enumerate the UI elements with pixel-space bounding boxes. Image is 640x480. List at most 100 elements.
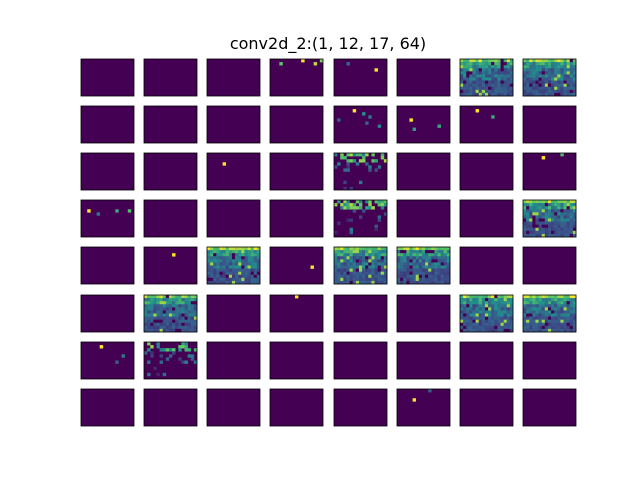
activation-cell [532,86,536,91]
activation-cell [460,319,464,324]
activation-cell [509,313,514,317]
feature-map-background [207,342,260,379]
activation-cell [346,200,350,204]
activation-cell [544,89,549,94]
activation-cell [544,212,549,216]
activation-cell [551,316,555,320]
activation-cell [491,316,495,320]
activation-cell [358,262,363,266]
activation-cell [207,256,211,260]
activation-cell [362,112,366,116]
activation-cell [190,301,195,305]
activation-cell [538,218,543,222]
activation-cell [343,250,347,254]
activation-cell [222,268,227,272]
activation-cell [115,360,119,364]
activation-cell [168,295,173,299]
activation-cell [337,280,341,285]
activation-cell [466,301,470,305]
activation-cell [500,325,504,330]
activation-cell [371,271,375,276]
activation-cell [238,256,242,260]
activation-cell [569,221,574,225]
activation-cell [478,74,483,78]
activation-cell [168,354,173,358]
activation-cell [472,310,476,314]
activation-cell [172,295,176,299]
activation-cell [337,200,341,204]
feature-map-frame [396,388,451,427]
activation-cell [253,271,258,276]
activation-cell [421,265,426,269]
feature-map-background [207,295,260,332]
activation-cell [557,221,561,225]
activation-cell [446,259,451,263]
activation-cell [557,325,561,330]
activation-cell [523,71,527,75]
activation-cell [352,253,357,257]
activation-cell [472,322,476,327]
activation-cell [340,247,344,251]
activation-cell [488,319,492,324]
activation-cell [374,268,378,272]
activation-cell [213,271,217,276]
activation-cell [383,253,388,257]
activation-cell [529,62,533,66]
activation-cell [472,89,476,94]
activation-cell [418,274,423,279]
activation-cell [557,301,561,305]
activation-cell [488,74,492,78]
activation-cell [526,71,530,75]
activation-cell [334,203,338,207]
activation-cell [184,301,188,305]
feature-map-8 [80,105,135,144]
activation-cell [535,74,539,78]
activation-cell [488,83,492,88]
activation-cell [569,230,574,235]
activation-cell [463,316,467,320]
activation-cell [572,212,577,216]
activation-cell [544,77,549,81]
activation-cell [418,277,423,282]
feature-map-frame [333,152,388,191]
activation-cell [355,162,360,166]
activation-cell [397,268,401,272]
activation-cell [523,83,527,88]
activation-cell [529,89,533,94]
activation-cell [213,256,217,260]
activation-cell [569,203,574,207]
activation-cell [418,259,423,263]
activation-cell [428,253,432,257]
activation-cell [475,319,480,324]
activation-cell [418,268,423,272]
feature-map-frame [269,105,324,144]
activation-cell [572,206,577,210]
activation-cell [374,250,378,254]
activation-cell [572,77,577,81]
activation-cell [475,325,480,330]
activation-cell [431,265,435,269]
activation-cell [443,262,448,266]
activation-cell [400,277,404,282]
activation-cell [494,316,498,320]
activation-cell [478,77,483,81]
feature-map-frame [143,246,198,285]
activation-cell [210,259,214,263]
activation-cell [506,319,511,324]
activation-cell [374,256,378,260]
activation-cell [250,262,255,266]
activation-cell [247,262,251,266]
activation-cell [557,230,561,235]
activation-cell [222,277,227,282]
activation-cell [247,253,251,257]
activation-cell [184,348,188,352]
activation-cell [147,348,151,352]
activation-cell [250,277,255,282]
activation-cell [346,218,350,222]
activation-cell [225,268,230,272]
activation-cell [551,325,555,330]
feature-map-background [144,153,197,190]
activation-cell [472,92,476,97]
activation-cell [554,221,558,225]
feature-map-32 [80,246,135,285]
